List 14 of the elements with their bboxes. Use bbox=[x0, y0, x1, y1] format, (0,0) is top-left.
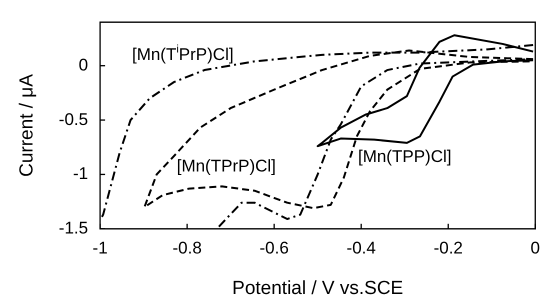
y-axis-title: Current / μA bbox=[16, 74, 38, 177]
x-axis-title: Potential / V vs.SCE bbox=[232, 278, 404, 299]
y-tick-label: -0.5 bbox=[58, 110, 88, 129]
series-label: [Mn(TPrP)Cl] bbox=[176, 156, 276, 176]
x-tick-label: -0.6 bbox=[260, 238, 289, 258]
x-tick-label: -0.4 bbox=[346, 238, 376, 258]
x-tick-label: -0.8 bbox=[172, 238, 202, 258]
x-tick-label: -0.2 bbox=[434, 238, 463, 258]
x-tick-label: -1 bbox=[92, 238, 108, 258]
y-tick-label: -1 bbox=[72, 164, 88, 184]
series-label: [Mn(TPP)Cl] bbox=[358, 147, 452, 166]
x-tick-label: 0 bbox=[530, 238, 540, 258]
y-tick-label: -1.5 bbox=[58, 218, 88, 238]
y-tick-label: 0 bbox=[78, 55, 88, 74]
